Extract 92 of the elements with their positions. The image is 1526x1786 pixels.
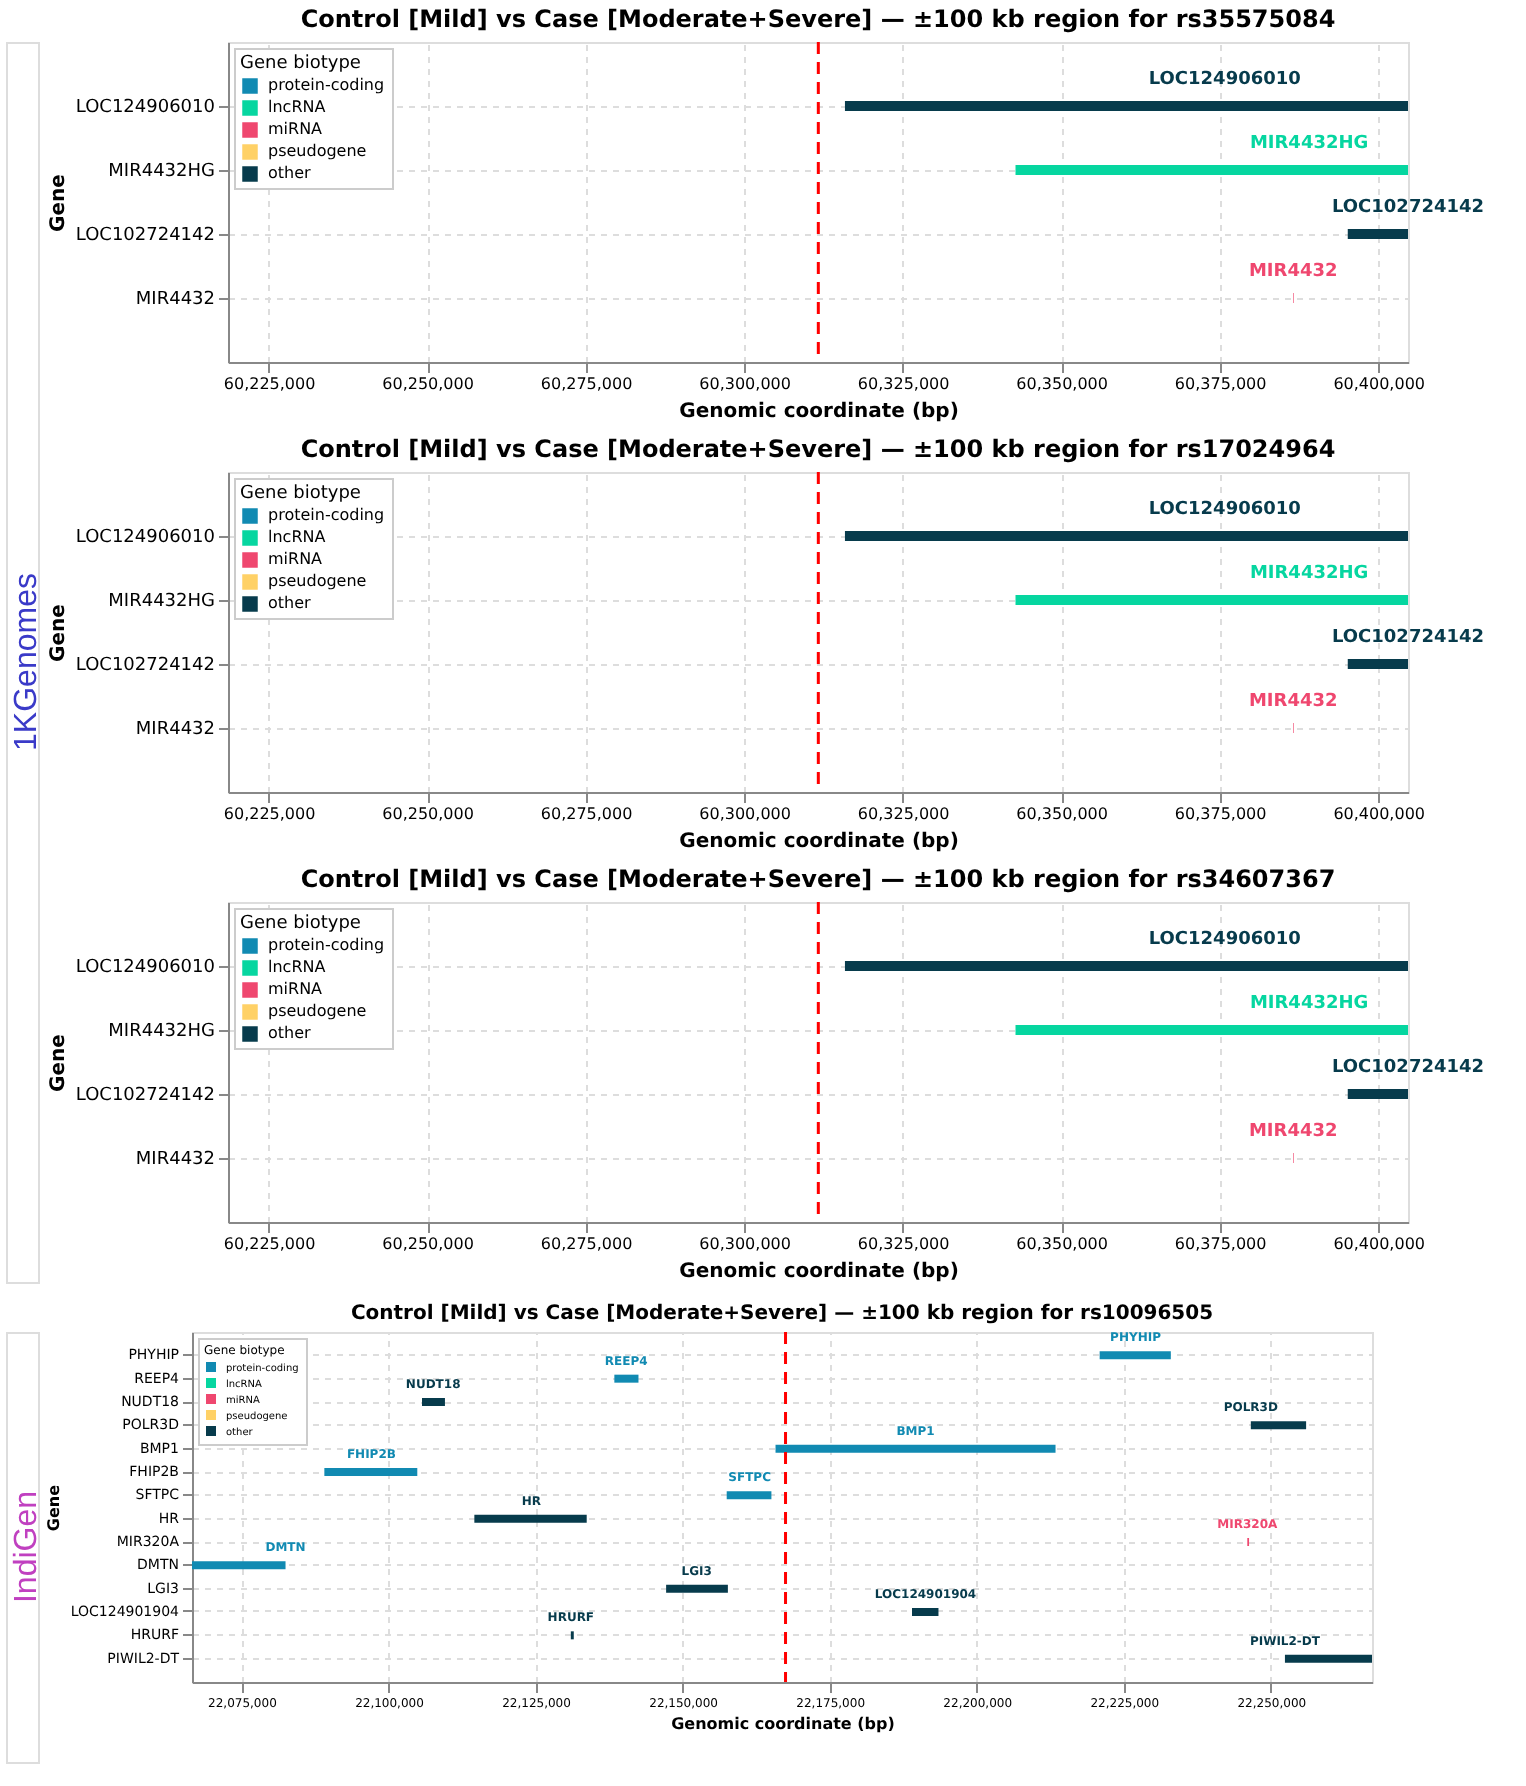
y-tick-label: LOC102724142 xyxy=(75,656,215,676)
x-tick-label: 60,300,000 xyxy=(699,805,791,823)
chart-title: Control [Mild] vs Case [Moderate+Severe] — ±100 kb region for rs35575084 xyxy=(300,4,1336,33)
legend-label: protein-coding xyxy=(268,76,385,94)
legend-label: pseudogene xyxy=(268,142,367,160)
legend-label: miRNA xyxy=(268,550,324,568)
x-tick-label: 60,400,000 xyxy=(1333,375,1426,393)
annotation: MIR4432 xyxy=(1248,262,1338,282)
annotation: MIR4432HG xyxy=(1249,134,1369,154)
legend-title: Gene biotype xyxy=(240,484,362,504)
x-tick-label: 60,300,000 xyxy=(699,375,791,393)
x-tick-label: 60,350,000 xyxy=(1016,375,1108,393)
annotation: LOC102724142 xyxy=(1331,198,1485,218)
bar xyxy=(666,1584,728,1593)
legend-label: miRNA xyxy=(268,120,324,138)
x-tick-label: 60,275,000 xyxy=(540,1235,633,1253)
x-tick-label: 60,250,000 xyxy=(382,805,474,823)
x-tick-label: 60,250,000 xyxy=(382,375,474,393)
chart-title: Control [Mild] vs Case [Moderate+Severe] — ±100 kb region for rs10096505 xyxy=(350,1302,1214,1325)
x-axis-title: Genomic coordinate (bp) xyxy=(671,1715,895,1733)
x-axis-title: Genomic coordinate (bp) xyxy=(679,1261,959,1283)
chart-title: Control [Mild] vs Case [Moderate+Severe] — ±100 kb region for rs17024964 xyxy=(300,434,1336,463)
y-tick-label: MIR4432 xyxy=(135,720,215,740)
x-tick-label: 60,325,000 xyxy=(857,375,950,393)
legend-label: lncRNA xyxy=(268,528,327,546)
bar xyxy=(775,1444,1056,1453)
x-tick-label: 60,350,000 xyxy=(1016,805,1108,823)
x-tick-label: 60,225,000 xyxy=(223,805,316,823)
annotation: MIR4432HG xyxy=(1249,564,1369,584)
legend-title: Gene biotype xyxy=(240,54,362,74)
text: IndiGen xyxy=(10,1490,44,1604)
x-tick-label: 60,325,000 xyxy=(857,805,950,823)
annotation: LOC124906010 xyxy=(1148,500,1301,520)
chart-title: Control [Mild] vs Case [Moderate+Severe] — ±100 kb region for rs34607367 xyxy=(300,864,1336,893)
x-tick-label: 60,275,000 xyxy=(540,375,633,393)
y-tick-label: MIR4432 xyxy=(135,290,215,310)
annotation: LOC102724142 xyxy=(1331,1058,1485,1078)
x-tick-label: 60,275,000 xyxy=(540,805,633,823)
legend-label: pseudogene xyxy=(268,1002,367,1020)
x-axis-title: Genomic coordinate (bp) xyxy=(679,831,959,853)
annotation: LOC102724142 xyxy=(1331,628,1485,648)
x-tick-label: 60,350,000 xyxy=(1016,1235,1108,1253)
y-tick-label: LOC102724142 xyxy=(75,1086,215,1106)
bar xyxy=(192,1561,286,1570)
x-tick-label: 60,225,000 xyxy=(223,1235,316,1253)
bar xyxy=(726,1491,772,1500)
bar xyxy=(474,1514,587,1523)
x-tick-label: 60,225,000 xyxy=(223,375,316,393)
legend-label: lncRNA xyxy=(268,958,327,976)
annotation: MIR4432 xyxy=(1248,1122,1338,1142)
annotation: MIR4432HG xyxy=(1249,994,1369,1014)
y-axis-title: Gene xyxy=(47,173,70,232)
x-axis-title: Genomic coordinate (bp) xyxy=(679,401,959,423)
legend-label: protein-coding xyxy=(268,506,385,524)
x-tick-label: 60,400,000 xyxy=(1333,1235,1426,1253)
bar xyxy=(1250,1421,1307,1430)
x-tick-label: 60,375,000 xyxy=(1174,375,1267,393)
y-tick-label: LOC124906010 xyxy=(75,528,216,548)
bar xyxy=(1099,1351,1171,1360)
x-tick-label: 60,300,000 xyxy=(699,1235,791,1253)
bar xyxy=(324,1468,418,1476)
x-tick-label: 60,325,000 xyxy=(857,1235,950,1253)
x-tick-label: 60,250,000 xyxy=(382,1235,474,1253)
y-tick-label: MIR4432HG xyxy=(108,592,216,612)
annotation: LOC124906010 xyxy=(1148,930,1301,950)
y-tick-label: MIR4432 xyxy=(135,1150,215,1170)
y-tick-label: MIR4432HG xyxy=(108,1022,216,1042)
legend-label: protein-coding xyxy=(268,936,385,954)
legend-label: pseudogene xyxy=(268,572,367,590)
bar xyxy=(912,1608,939,1616)
x-tick-label: 60,375,000 xyxy=(1174,805,1267,823)
bar xyxy=(1284,1654,1372,1663)
annotation: LOC124906010 xyxy=(1148,70,1301,90)
legend-label: other xyxy=(268,164,313,182)
legend-label: other xyxy=(268,594,313,612)
legend-title: Gene biotype xyxy=(240,914,362,934)
y-tick-label: LOC102724142 xyxy=(75,226,215,246)
x-tick-label: 60,400,000 xyxy=(1333,805,1426,823)
annotation: MIR4432 xyxy=(1248,692,1338,712)
y-axis-title: Gene xyxy=(47,603,70,662)
legend-label: other xyxy=(268,1024,313,1042)
bar xyxy=(422,1398,445,1406)
y-axis-title: Gene xyxy=(44,1483,63,1532)
x-tick-label: 60,375,000 xyxy=(1174,1235,1267,1253)
y-axis-title: Gene xyxy=(47,1033,70,1092)
y-tick-label: MIR4432HG xyxy=(108,162,216,182)
y-tick-label: LOC124906010 xyxy=(75,98,216,118)
legend-label: miRNA xyxy=(268,980,324,998)
y-tick-label: LOC124906010 xyxy=(75,958,216,978)
legend-label: lncRNA xyxy=(268,98,327,116)
bar xyxy=(614,1374,639,1383)
text: 1KGenomes xyxy=(10,573,44,751)
